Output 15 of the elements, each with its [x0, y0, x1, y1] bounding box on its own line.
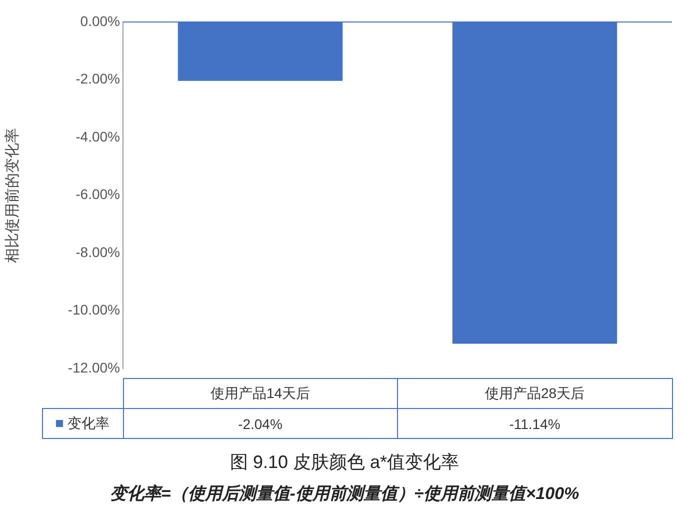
legend-label: 变化率	[42, 408, 123, 438]
x-tick-label: 使用产品28天后	[398, 378, 672, 408]
y-tick-label: -10.00%	[68, 302, 120, 318]
y-tick-label: -2.00%	[76, 70, 120, 87]
x-tick-label: 使用产品14天后	[123, 378, 398, 408]
data-label: -2.04%	[123, 408, 398, 438]
y-tick-label: 0.00%	[80, 12, 120, 29]
caption: 图 9.10 皮肤颜色 a*值变化率	[228, 451, 460, 474]
y-tick-label: -6.00%	[76, 186, 120, 202]
y-tick-label: -8.00%	[76, 244, 120, 260]
y-axis-title: 相比使用前的变化率	[4, 128, 22, 263]
data-label: -11.14%	[398, 408, 672, 438]
y-tick-label: -4.00%	[76, 128, 120, 144]
y-tick-label: -12.00%	[68, 359, 120, 376]
text: 变化率=（使用后测量值-使用前测量值）÷使用前测量值×100%	[108, 483, 580, 505]
